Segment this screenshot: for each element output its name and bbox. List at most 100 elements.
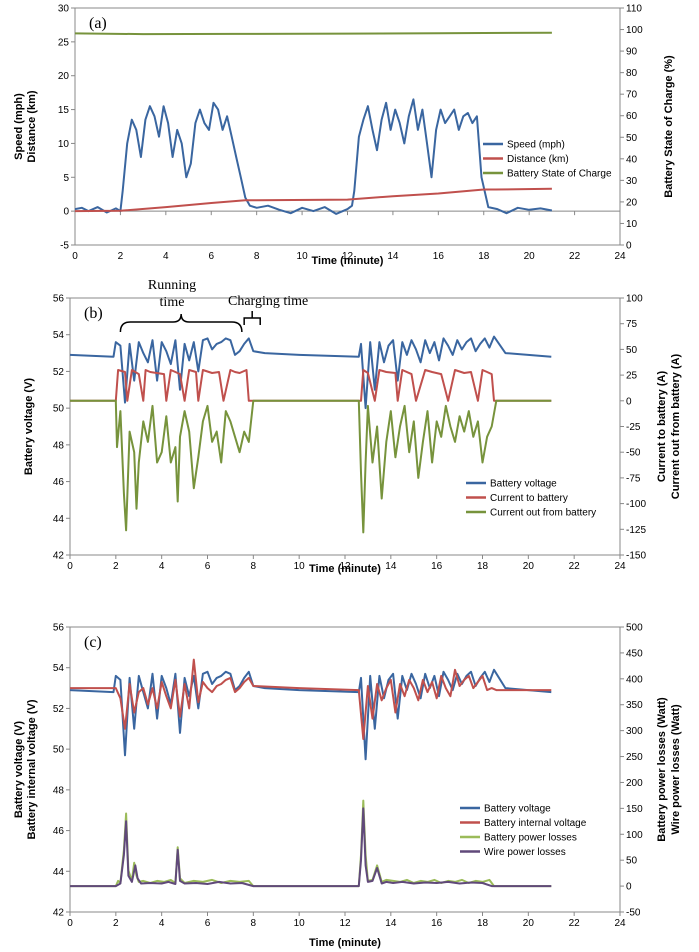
y-right-tick-label: 70 <box>626 90 638 101</box>
x-tick-label: 2 <box>113 561 119 572</box>
y-right-tick-label: 0 <box>626 396 632 407</box>
y-right-tick-label: 200 <box>626 778 643 789</box>
y-left-tick-label: 44 <box>53 867 65 878</box>
y-right-tick-label: 150 <box>626 804 643 815</box>
legend-label: Distance (km) <box>507 154 569 165</box>
annotation-line: Running <box>148 278 196 293</box>
x-tick-label: 22 <box>569 918 581 929</box>
legend-label: Current out from battery <box>490 508 596 519</box>
y-right-tick-label: -150 <box>626 551 646 562</box>
y-right-tick-label: 0 <box>626 882 632 893</box>
series-line-2 <box>74 31 552 36</box>
x-tick-label: 12 <box>339 561 351 572</box>
y-right-tick-label: 20 <box>626 197 638 208</box>
x-tick-label: 18 <box>478 251 490 262</box>
x-tick-label: 14 <box>385 561 397 572</box>
y-right-tick-label: 10 <box>626 219 638 230</box>
y-right-tick-label: 80 <box>626 68 638 79</box>
x-tick-label: 0 <box>67 918 73 929</box>
x-tick-label: 24 <box>614 561 626 572</box>
x-tick-label: 18 <box>477 561 489 572</box>
series-line-1 <box>74 187 552 213</box>
y-right-tick-label: 400 <box>626 674 643 685</box>
series-line-2 <box>70 399 552 534</box>
x-tick-label: 12 <box>342 251 354 262</box>
x-tick-label: 0 <box>67 561 73 572</box>
legend-label: Speed (mph) <box>507 140 565 151</box>
x-tick-label: 0 <box>72 251 78 262</box>
x-tick-label: 8 <box>251 561 257 572</box>
x-axis-title: Time (minute) <box>312 255 384 267</box>
x-tick-label: 2 <box>113 918 119 929</box>
y-left-tick-label: 50 <box>53 745 65 756</box>
annotation-charging-time: Charging time <box>228 294 308 309</box>
y-left-tick-label: 48 <box>53 440 65 451</box>
chart-panel-2: 0 2 4 6 8 10 12 14 16 18 20 22 244244464850525456-50… <box>13 623 682 950</box>
series-line-2 <box>70 799 552 888</box>
legend-label: Battery power losses <box>484 833 577 844</box>
series-line-1 <box>70 369 552 402</box>
y-right-tick-label: 500 <box>626 623 643 634</box>
x-tick-label: 16 <box>431 561 443 572</box>
y-right-tick-label: 110 <box>626 4 642 15</box>
x-tick-label: 16 <box>433 251 445 262</box>
x-tick-label: 10 <box>297 251 309 262</box>
y-left-tick-label: 25 <box>58 37 70 48</box>
series-line-0 <box>74 98 553 215</box>
x-tick-label: 4 <box>163 251 169 262</box>
legend-label: Wire power losses <box>484 847 566 858</box>
series-line-3 <box>70 807 552 888</box>
y-right-tick-label: 450 <box>626 648 643 659</box>
y-right-tick-label: 50 <box>626 133 638 144</box>
x-tick-label: 16 <box>431 918 443 929</box>
x-tick-label: 24 <box>614 251 626 262</box>
y-right-tick-label: -125 <box>626 525 646 536</box>
y-right-tick-label: 0 <box>626 241 632 252</box>
chart-panel-0: 0 2 4 6 8 10 12 14 16 18 20 22 24-505101520253001020… <box>13 4 675 268</box>
x-tick-label: 6 <box>208 251 214 262</box>
y-left-tick-label: 15 <box>58 105 70 116</box>
running-time-brace <box>119 313 243 333</box>
y-right-tick-label: 250 <box>626 752 643 763</box>
x-tick-label: 6 <box>205 918 211 929</box>
x-tick-label: 4 <box>159 561 165 572</box>
y-right-tick-label: 75 <box>626 319 638 330</box>
x-axis-title: Time (minute) <box>309 563 381 575</box>
x-tick-label: 8 <box>254 251 260 262</box>
y-left-tick-label: 52 <box>53 367 65 378</box>
y-right-axis-title: Current to battery (A) <box>656 371 668 483</box>
legend-label: Current to battery <box>490 493 568 504</box>
y-left-tick-label: 20 <box>58 71 70 82</box>
x-tick-label: 12 <box>339 918 351 929</box>
y-left-tick-label: 52 <box>53 704 65 715</box>
x-tick-label: 20 <box>524 251 536 262</box>
x-tick-label: 18 <box>477 918 489 929</box>
y-right-tick-label: 100 <box>626 294 643 305</box>
y-left-axis-title: Distance (km) <box>26 90 38 162</box>
y-left-axis-title: Battery internal voltage (V) <box>26 699 38 839</box>
x-tick-label: 4 <box>159 918 165 929</box>
y-right-axis-title: Battery State of Charge (%) <box>663 55 675 198</box>
legend-label: Battery voltage <box>484 804 551 815</box>
series-line-1 <box>70 658 552 740</box>
y-left-tick-label: 30 <box>58 4 70 15</box>
x-tick-label: 14 <box>387 251 399 262</box>
y-right-tick-label: 40 <box>626 154 638 165</box>
y-right-tick-label: 30 <box>626 176 638 187</box>
y-left-axis-title: Battery voltage (V) <box>23 378 35 476</box>
y-right-tick-label: 25 <box>626 371 638 382</box>
y-left-tick-label: 42 <box>53 551 65 562</box>
y-left-tick-label: 50 <box>53 404 65 415</box>
series-line-0 <box>69 668 552 761</box>
annotation-running-time: Running time <box>148 278 196 310</box>
y-right-tick-label: -50 <box>626 448 641 459</box>
x-tick-label: 22 <box>569 561 581 572</box>
x-tick-label: 2 <box>118 251 124 262</box>
y-left-tick-label: 42 <box>53 908 65 919</box>
legend-label: Battery voltage <box>490 479 557 490</box>
y-left-tick-label: 10 <box>58 139 70 150</box>
plot-frame <box>69 626 621 913</box>
chart-panel-1: 0 2 4 6 8 10 12 14 16 18 20 22 244244464850525456-15… <box>23 278 682 575</box>
y-left-axis-title: Speed (mph) <box>13 93 25 160</box>
